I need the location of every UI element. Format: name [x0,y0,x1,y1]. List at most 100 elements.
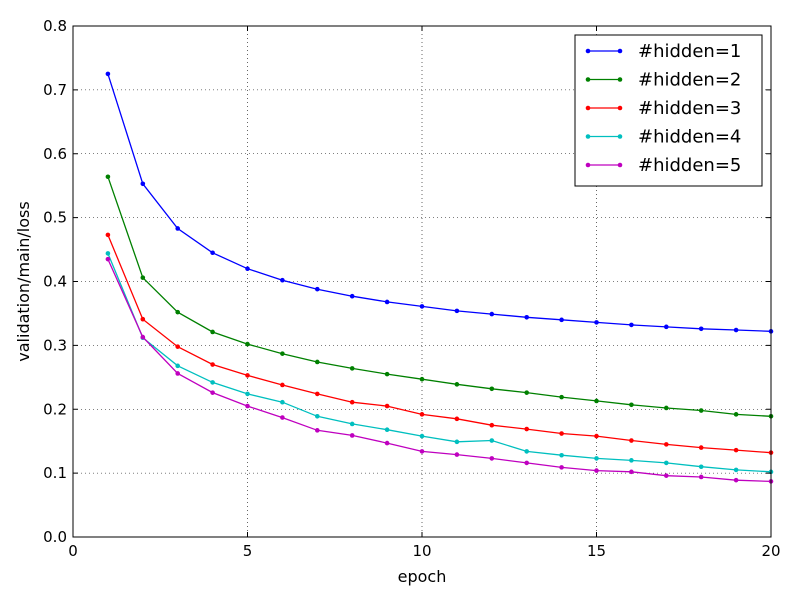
data-point [175,363,180,369]
legend-marker [585,162,591,168]
series-line [107,176,772,417]
data-point [384,440,390,446]
data-point [210,380,215,385]
legend-marker [617,134,623,139]
data-point [210,250,215,256]
data-point [733,447,739,453]
y-tick-label: 0.4 [43,273,67,291]
legend-item: #hidden=1 [585,41,741,62]
y-tick-label: 0.8 [43,17,67,35]
data-point [489,456,495,461]
x-axis-label: epoch [398,567,447,586]
data-point [349,433,355,438]
data-point [454,308,460,314]
ticks: 0 5 10 15 20 0.0 0.1 0.2 0.3 0.4 0.5 0.6 0.7 0.8 [43,17,780,560]
legend-marker [585,77,591,82]
data-point [559,431,564,436]
data-point [698,445,704,450]
data-point [315,286,320,292]
legend-marker [617,105,623,111]
data-point [384,299,390,305]
series-2 [105,174,774,419]
data-point [140,181,146,187]
data-point [175,371,180,376]
data-point [105,232,111,238]
data-point [454,439,460,445]
data-point [210,362,215,367]
data-point [733,467,739,473]
data-point [524,426,529,432]
data-point [594,433,599,439]
data-point [629,469,634,475]
series-line [107,258,772,483]
data-point [280,277,285,283]
legend-label: #hidden=4 [638,127,741,148]
data-point [594,456,599,461]
y-tick-label: 0.7 [43,81,67,99]
data-point [664,442,669,447]
y-tick-label: 0.6 [43,145,67,163]
data-point [384,427,390,432]
legend-item: #hidden=3 [585,98,741,119]
data-point [664,460,669,466]
y-tick-label: 0.0 [43,528,67,546]
data-point [315,428,320,433]
legend-marker [585,48,591,54]
data-point [140,275,146,280]
data-point [349,366,355,371]
data-point [594,320,599,325]
legend-label: #hidden=1 [638,41,741,62]
legend-label: #hidden=3 [638,98,741,119]
x-tick-label: 5 [243,542,253,560]
data-point [175,309,180,315]
data-point [315,413,320,419]
data-point [629,402,634,408]
data-point [454,452,460,457]
legend-item: #hidden=4 [585,127,741,148]
data-point [629,438,634,443]
data-point [733,477,739,483]
data-point [594,468,599,473]
data-point [664,324,669,330]
data-point [245,373,250,378]
legend-marker [617,48,623,54]
data-point [105,256,111,262]
data-point [454,382,460,387]
data-point [698,408,704,413]
series-3 [105,232,774,455]
data-point [524,449,529,454]
legend-marker [617,162,623,168]
legend-item: #hidden=2 [585,70,741,91]
data-point [489,422,495,428]
data-point [105,174,111,180]
y-tick-label: 0.3 [43,336,67,354]
data-point [315,359,320,365]
data-point [454,416,460,422]
data-point [698,326,704,332]
x-tick-label: 20 [761,542,780,560]
data-point [280,415,285,420]
data-point [280,399,285,405]
x-tick-label: 15 [587,542,606,560]
data-point [489,386,495,392]
series-4 [105,251,774,475]
data-point [524,390,529,395]
data-point [524,314,529,320]
data-point [280,351,285,356]
legend-item: #hidden=5 [585,155,741,176]
data-point [594,398,599,404]
data-point [489,438,495,443]
series-line [107,73,772,332]
y-tick-label: 0.5 [43,209,67,227]
data-point [349,421,355,427]
data-point [419,304,425,309]
data-point [210,390,215,395]
legend-label: #hidden=5 [638,155,741,176]
data-point [559,452,564,458]
data-point [245,391,250,397]
y-tick-label: 0.2 [43,400,67,418]
data-point [419,449,425,454]
legend-marker [617,77,623,82]
data-point [664,405,669,411]
